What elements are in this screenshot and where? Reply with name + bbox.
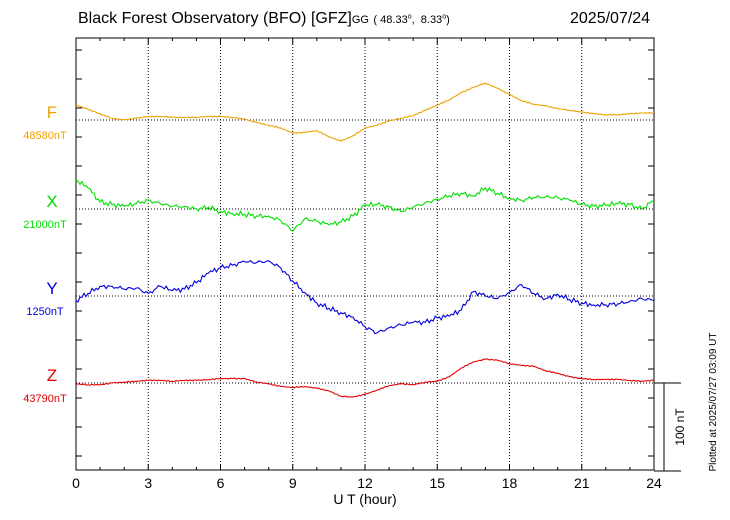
institute-tag: [GFZ]: [310, 10, 352, 27]
station-name: Black Forest Observatory (BFO): [78, 10, 307, 27]
series-line-x: [75, 179, 655, 232]
series-line-f: [75, 82, 655, 142]
latitude: 48.33: [380, 14, 408, 26]
series-name-f: F: [47, 103, 57, 122]
series-baseline-y: 1250nT: [26, 306, 64, 318]
x-tick-label: 12: [357, 475, 373, 491]
series-line-y: [75, 259, 655, 335]
chart-title: Black Forest Observatory (BFO) [GFZ]GG (…: [78, 10, 450, 28]
coord-system: GG: [351, 14, 369, 26]
x-tick-label: 3: [144, 475, 152, 491]
x-tick-label: 21: [574, 475, 590, 491]
x-axis-label: U T (hour): [333, 491, 396, 507]
series-name-x: X: [46, 192, 57, 211]
longitude: 8.33: [420, 14, 443, 26]
coordinates: ( 48.33o, 8.33o): [373, 13, 450, 26]
plotted-at-note: Plotted at 2025/07/27 03:09 UT: [708, 333, 719, 472]
series-baseline-x: 21000nT: [23, 219, 67, 231]
series-line-z: [75, 358, 655, 398]
x-tick-label: 15: [429, 475, 445, 491]
scale-bar-label: 100 nT: [673, 408, 687, 446]
x-tick-label: 24: [646, 475, 662, 491]
series-baseline-z: 43790nT: [23, 393, 67, 405]
series-name-y: Y: [46, 279, 57, 298]
x-tick-label: 18: [502, 475, 518, 491]
x-tick-label: 9: [289, 475, 297, 491]
degree-symbol: o: [442, 13, 447, 21]
x-tick-label: 6: [217, 475, 225, 491]
x-tick-label: 0: [72, 475, 80, 491]
degree-symbol: o: [407, 13, 412, 21]
series-name-z: Z: [47, 366, 57, 385]
chart-date: 2025/07/24: [570, 10, 651, 27]
series-baseline-f: 48580nT: [23, 130, 67, 142]
